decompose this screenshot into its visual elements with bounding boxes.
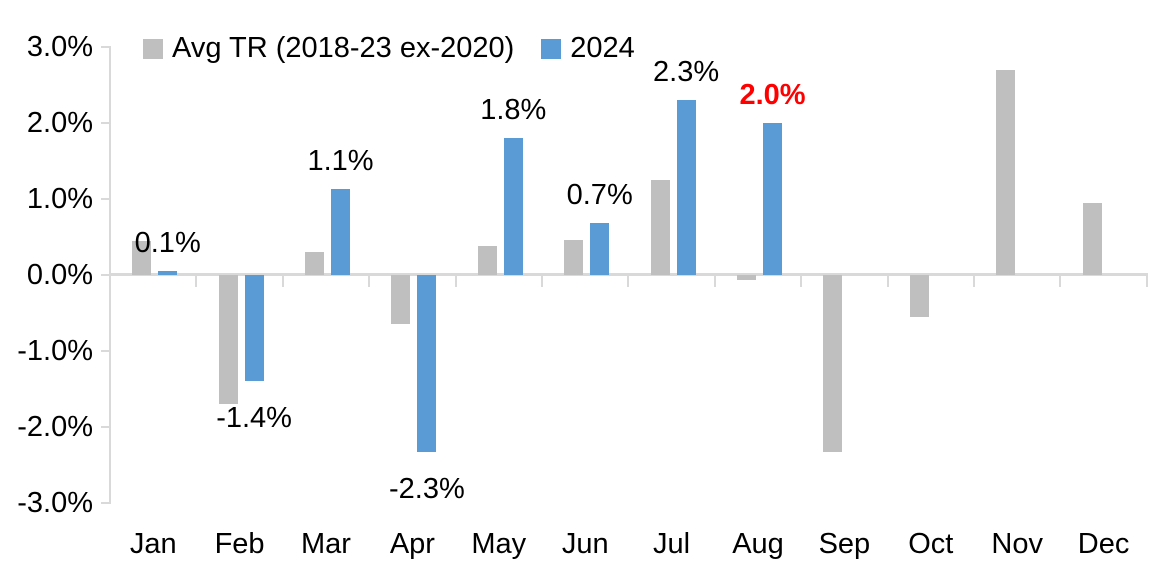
bar-avg-tr-oct	[909, 275, 929, 317]
y-tick-2.0%	[101, 122, 110, 124]
data-label-2024-may: 1.8%	[480, 94, 547, 127]
data-label-2024-jan: 0.1%	[134, 227, 201, 260]
x-tick-2	[281, 275, 284, 287]
bar-2024-aug	[763, 123, 782, 275]
x-axis-label-dec: Dec	[1077, 528, 1130, 560]
bar-avg-tr-nov	[996, 70, 1016, 275]
bar-avg-tr-jul	[650, 180, 670, 275]
x-tick-9	[886, 275, 889, 287]
x-axis-label-feb: Feb	[214, 528, 265, 560]
legend-label-2024: 2024	[570, 32, 635, 64]
x-tick-12	[1145, 275, 1148, 287]
bar-avg-tr-may	[477, 246, 497, 275]
data-label-2024-jul: 2.3%	[653, 56, 720, 89]
x-axis-label-may: May	[471, 528, 527, 560]
bar-2024-jul	[676, 100, 696, 275]
bar-avg-tr-mar	[305, 252, 324, 275]
x-axis-label-mar: Mar	[301, 528, 351, 560]
x-tick-10	[973, 275, 975, 287]
x-tick-8	[800, 275, 803, 287]
data-label-2024-feb: -1.4%	[216, 402, 292, 435]
x-tick-4	[454, 275, 457, 287]
y-axis-label-1.0%: 1.0%	[26, 183, 93, 215]
x-axis-line	[109, 273, 1148, 276]
legend-item-2024: 2024	[541, 32, 635, 65]
bar-2024-jun	[590, 223, 610, 275]
y-tick-1.0%	[101, 198, 110, 200]
y-axis-label-3.0%: 3.0%	[26, 31, 93, 63]
x-tick-3	[368, 275, 371, 287]
bar-2024-feb	[244, 275, 264, 381]
bar-avg-tr-sep	[823, 275, 843, 452]
x-axis-label-oct: Oct	[908, 528, 954, 560]
x-tick-0	[109, 275, 111, 287]
x-tick-11	[1059, 275, 1062, 287]
x-axis-label-apr: Apr	[389, 528, 435, 560]
y-axis-label--3.0%: -3.0%	[17, 487, 93, 519]
data-label-2024-aug: 2.0%	[739, 79, 806, 111]
y-axis-label--1.0%: -1.0%	[17, 335, 93, 367]
bar-2024-may	[503, 138, 523, 275]
y-axis-label--2.0%: -2.0%	[17, 411, 93, 443]
x-axis-label-sep: Sep	[818, 528, 871, 560]
bar-2024-apr	[417, 275, 437, 452]
legend: Avg TR (2018-23 ex-2020) 2024	[143, 32, 635, 65]
x-tick-6	[627, 275, 630, 287]
bar-avg-tr-jun	[564, 240, 584, 275]
bar-2024-mar	[331, 189, 350, 275]
data-label-2024-apr: -2.3%	[389, 473, 465, 506]
x-axis-label-jul: Jul	[653, 528, 691, 560]
y-tick-3.0%	[101, 46, 110, 48]
x-axis-label-nov: Nov	[991, 528, 1043, 560]
data-label-2024-jun: 0.7%	[566, 179, 633, 212]
y-tick--3.0%	[101, 502, 110, 504]
y-axis-label-2.0%: 2.0%	[26, 107, 93, 139]
legend-label-avg-tr: Avg TR (2018-23 ex-2020)	[172, 32, 515, 64]
x-axis-label-aug: Aug	[732, 528, 784, 560]
bar-avg-tr-jan	[132, 241, 152, 275]
y-tick-0.0%	[101, 274, 110, 276]
bar-avg-tr-apr	[391, 275, 411, 324]
x-axis-label-jan: Jan	[129, 528, 177, 560]
data-label-2024-mar: 1.1%	[307, 145, 374, 178]
x-axis-label-jun: Jun	[561, 528, 609, 560]
legend-swatch-2024-icon	[541, 38, 562, 59]
y-tick--2.0%	[101, 426, 110, 428]
legend-swatch-avg-tr-icon	[143, 38, 163, 59]
bar-2024-jan	[158, 271, 178, 275]
y-tick--1.0%	[101, 350, 110, 352]
bar-avg-tr-dec	[1082, 203, 1102, 275]
x-tick-5	[541, 275, 543, 287]
x-tick-7	[713, 275, 716, 287]
bar-avg-tr-feb	[218, 275, 238, 404]
bar-avg-tr-aug	[737, 275, 756, 280]
legend-item-avg-tr: Avg TR (2018-23 ex-2020)	[143, 32, 514, 65]
y-axis-label-0.0%: 0.0%	[26, 259, 93, 291]
x-tick-1	[195, 275, 198, 287]
